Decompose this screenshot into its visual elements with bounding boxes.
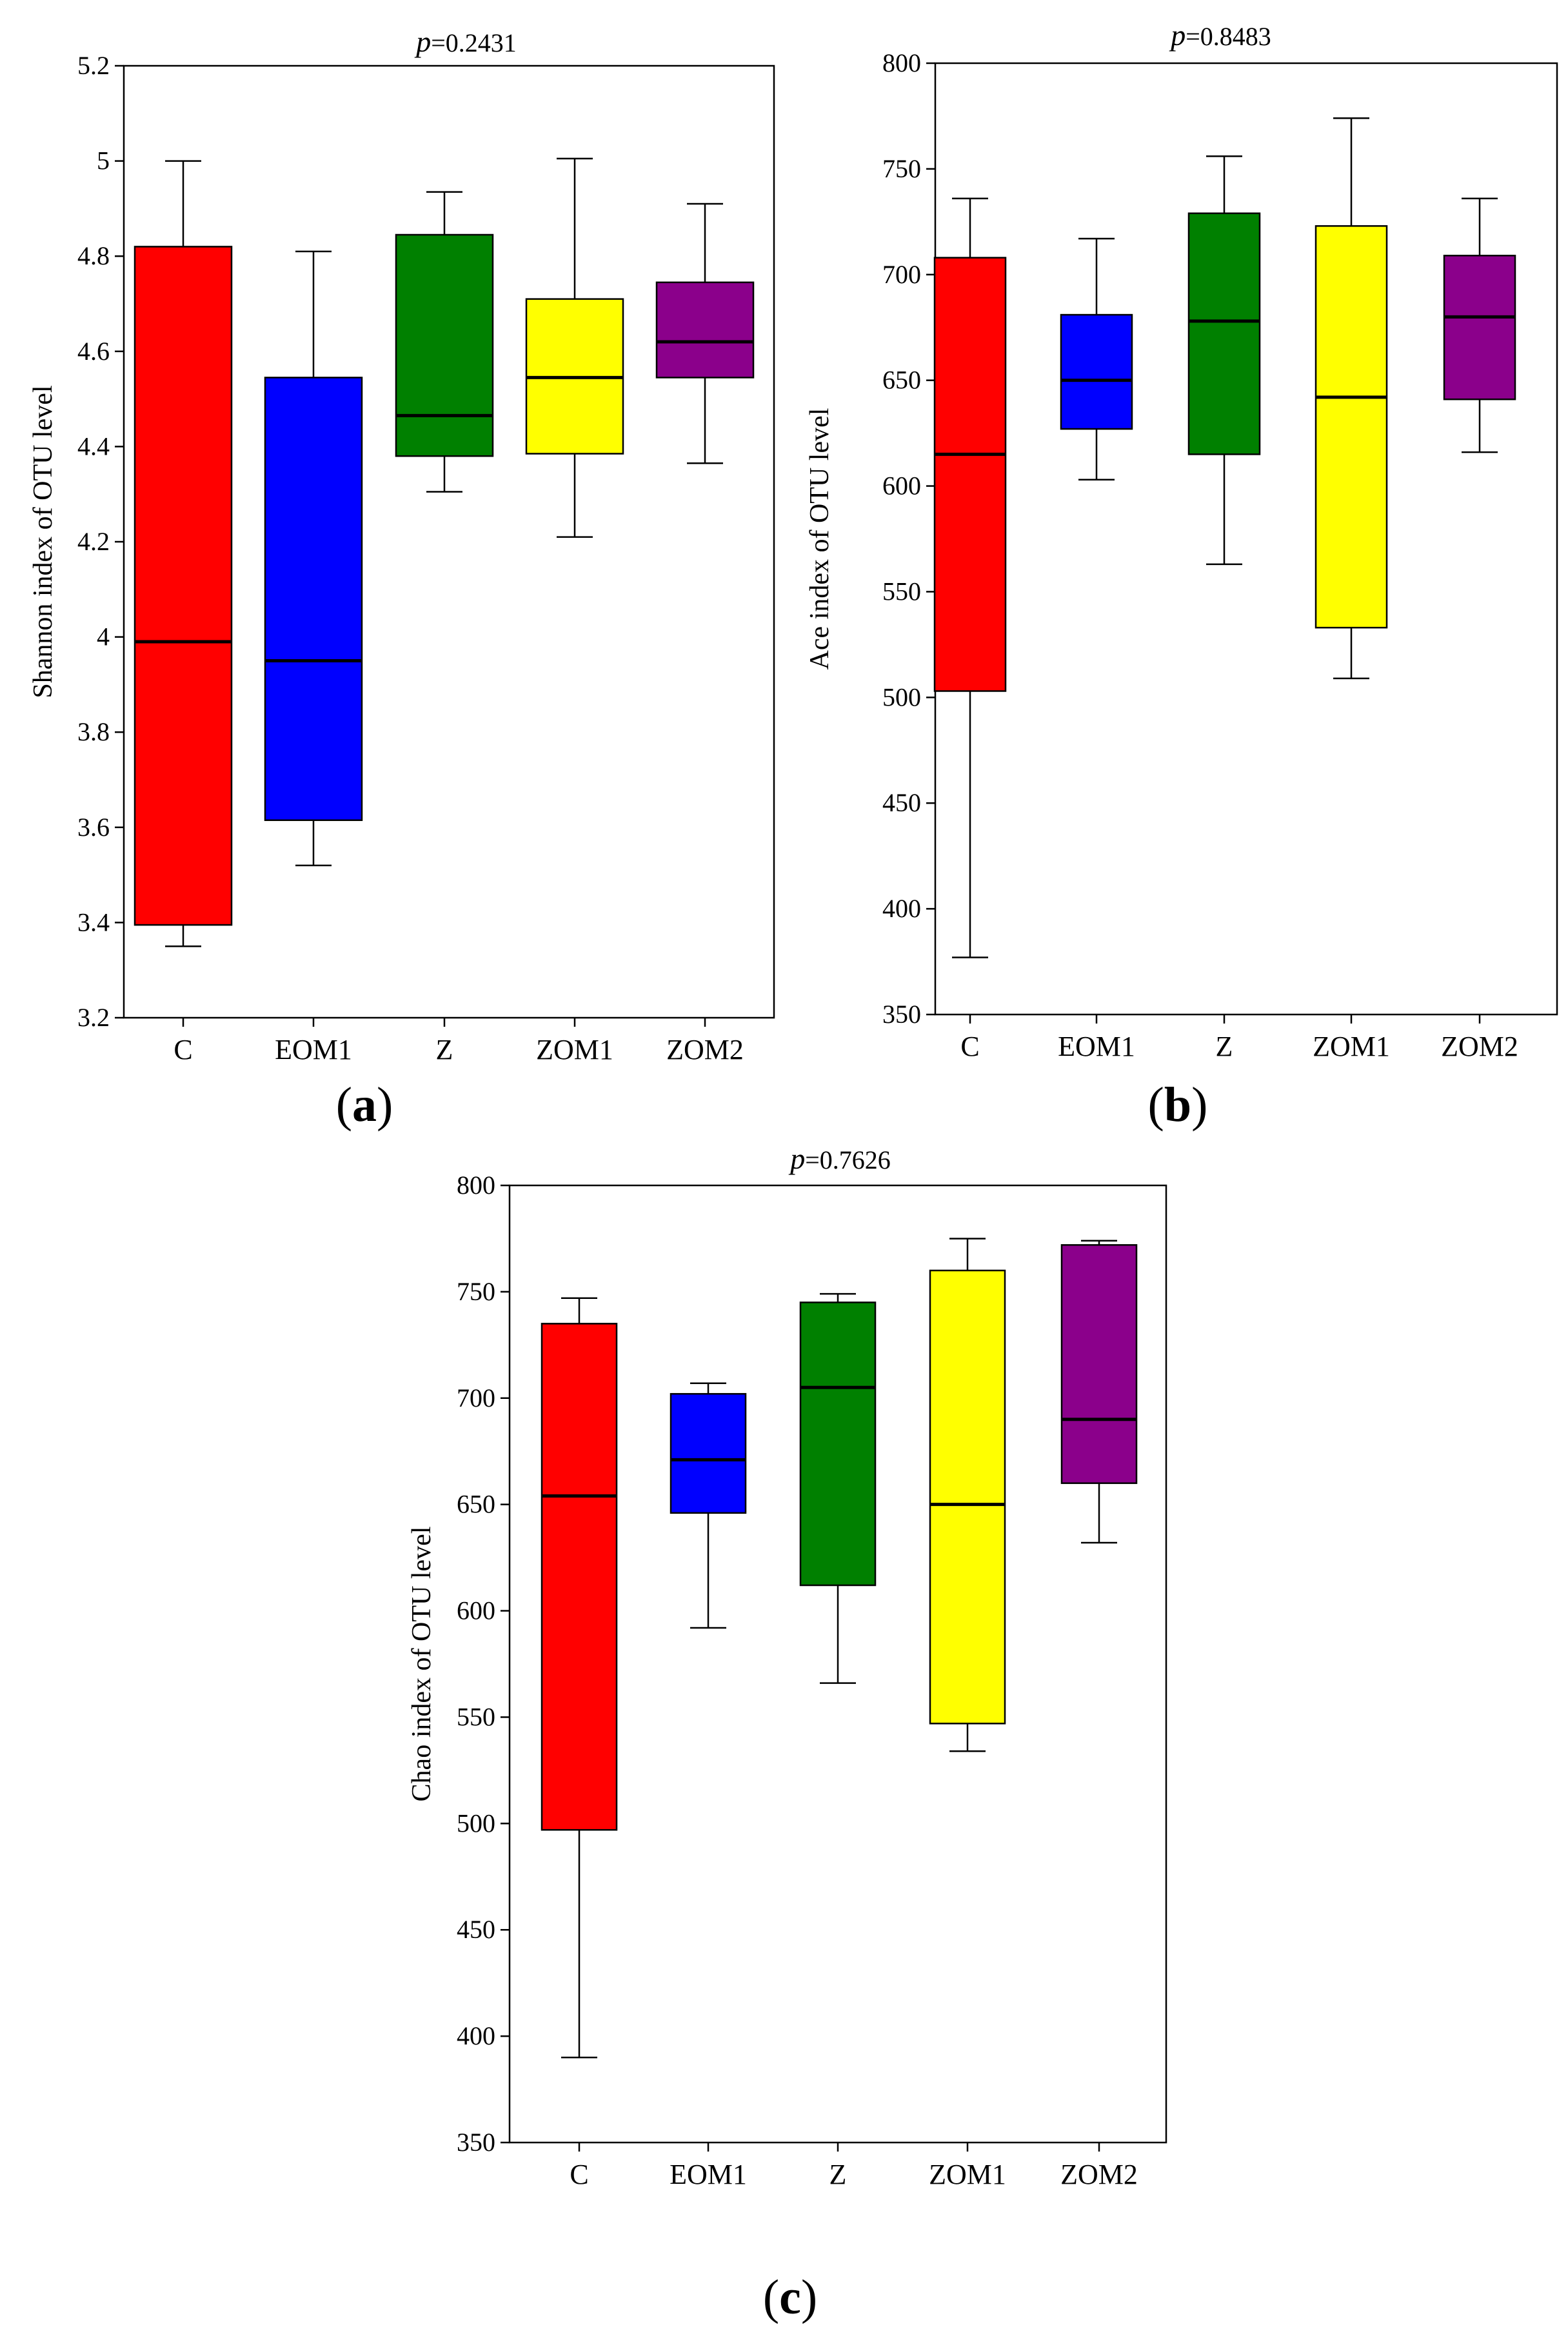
x-category-label: EOM1: [1058, 1031, 1135, 1062]
chart-panel-a: 3.2 3.4 3.6 3.8 4 4.2 4.4 4.6 4.8 5 5.2 C EOM1 Z ZOM1 Z…: [28, 25, 775, 1065]
y-tick-label: 4.8: [77, 241, 110, 270]
x-category-label: ZOM1: [929, 2159, 1006, 2190]
plot-frame: [934, 62, 1558, 1016]
x-category-label: ZOM2: [1441, 1031, 1518, 1062]
box-z: [395, 233, 494, 457]
y-tick-label: 700: [457, 1383, 495, 1412]
x-category-label: ZOM1: [536, 1034, 613, 1065]
y-tick-label: 750: [457, 1277, 495, 1306]
y-tick-label: 650: [457, 1490, 495, 1519]
y-tick-label: 650: [882, 366, 921, 395]
p-symbol: p: [414, 25, 431, 58]
x-category-label: Z: [829, 2159, 847, 2190]
y-tick-label: 350: [882, 1000, 921, 1029]
y-tick-label: 3.6: [77, 813, 110, 842]
y-tick-label: 5.2: [77, 51, 110, 80]
y-tick-label: 400: [882, 894, 921, 923]
y-tick-label: 500: [882, 682, 921, 711]
y-tick-label: 550: [457, 1702, 495, 1731]
p-value: =0.2431: [431, 28, 517, 57]
x-category-label: C: [174, 1034, 192, 1065]
x-category-label: EOM1: [275, 1034, 352, 1065]
x-category-label: ZOM1: [1313, 1031, 1390, 1062]
x-category-label: C: [570, 2159, 588, 2190]
box-z: [1187, 212, 1261, 455]
x-category-label: Z: [436, 1034, 453, 1065]
chart-title: p=0.7626: [788, 1142, 891, 1175]
box-z: [799, 1302, 877, 1587]
y-tick-label: 3.4: [77, 907, 110, 936]
p-symbol: p: [788, 1142, 805, 1175]
p-value: =0.8483: [1186, 22, 1271, 51]
x-category-label: C: [960, 1031, 979, 1062]
y-tick-label: 350: [457, 2128, 495, 2157]
box-c: [933, 257, 1007, 692]
x-category-label: EOM1: [670, 2159, 747, 2190]
chart-title: p=0.8483: [1169, 19, 1271, 52]
y-tick-label: 3.8: [77, 717, 110, 746]
box-c: [541, 1323, 618, 1831]
y-tick-label: 500: [457, 1808, 495, 1837]
y-tick-label: 450: [457, 1915, 495, 1944]
x-category-label: ZOM2: [666, 1034, 744, 1065]
p-value: =0.7626: [805, 1145, 891, 1174]
y-tick-label: 800: [457, 1171, 495, 1200]
box-zom2: [1443, 255, 1516, 401]
y-tick-label: 4.6: [77, 337, 110, 366]
p-symbol: p: [1169, 19, 1186, 52]
panel-label-c: (c): [763, 2270, 817, 2324]
box-zom1: [1315, 225, 1388, 629]
y-tick-label: 600: [457, 1596, 495, 1625]
box-eom1: [264, 377, 363, 821]
y-tick-label: 4.4: [77, 431, 110, 460]
x-category-label: Z: [1216, 1031, 1233, 1062]
y-tick-label: 4: [97, 622, 110, 651]
y-tick-label: 3.2: [77, 1003, 110, 1032]
y-tick-label: 600: [882, 471, 921, 500]
y-tick-label: 450: [882, 788, 921, 817]
y-tick-label: 700: [882, 260, 921, 289]
box-eom1: [1060, 313, 1133, 430]
y-tick-label: 400: [457, 2021, 495, 2050]
chart-panel-c: 350 400 450 500 550 600 650 700 750 800 C EOM1 Z ZOM1…: [407, 1142, 1167, 2190]
x-category-label: ZOM2: [1060, 2159, 1138, 2190]
y-tick-label: 550: [882, 577, 921, 606]
panel-label-a: (a): [336, 1078, 393, 1132]
box-zom2: [655, 281, 755, 379]
y-axis-label: Ace index of OTU level: [805, 408, 835, 670]
y-tick-label: 4.2: [77, 527, 110, 556]
chart-panel-b: 350 400 450 500 550 600 650 700 750 800 C EOM1 Z ZOM1…: [805, 19, 1558, 1062]
y-axis-label: Shannon index of OTU level: [28, 385, 58, 698]
panel-label-b: (b): [1148, 1078, 1208, 1132]
y-tick-label: 5: [97, 146, 110, 175]
box-c: [134, 246, 233, 926]
y-axis-label: Chao index of OTU level: [407, 1527, 437, 1802]
y-tick-label: 750: [882, 154, 921, 183]
chart-title: p=0.2431: [414, 25, 517, 58]
box-zom2: [1060, 1244, 1138, 1484]
box-zom1: [929, 1269, 1006, 1725]
y-tick-label: 800: [882, 48, 921, 77]
box-eom1: [670, 1392, 747, 1514]
